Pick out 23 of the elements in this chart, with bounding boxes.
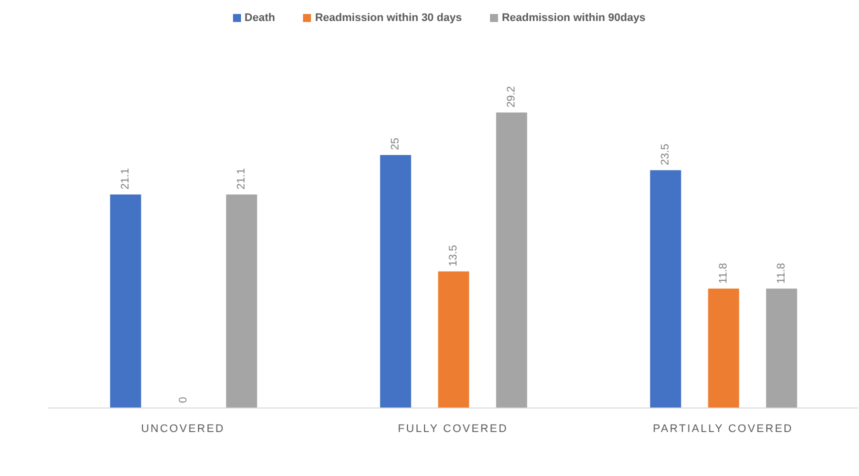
x-tick-label: FULLY COVERED xyxy=(398,422,508,435)
data-label: 11.8 xyxy=(718,262,730,284)
data-label: 21.1 xyxy=(236,168,248,190)
legend-label: Death xyxy=(244,12,276,24)
bar xyxy=(110,194,142,408)
data-label: 29.2 xyxy=(506,86,518,108)
bar xyxy=(226,194,258,408)
bar xyxy=(438,271,470,408)
bar xyxy=(380,155,412,408)
bar xyxy=(708,288,740,408)
bar xyxy=(650,170,682,408)
data-label: 23.5 xyxy=(660,144,672,166)
x-tick-label: UNCOVERED xyxy=(141,422,225,435)
x-tick-label: PARTIALLY COVERED xyxy=(652,422,794,435)
bar xyxy=(496,112,528,408)
data-label: 21.1 xyxy=(120,168,132,190)
data-label: 25 xyxy=(390,138,402,150)
data-label: 13.5 xyxy=(448,244,460,266)
data-label: 11.8 xyxy=(776,262,788,284)
data-label: 0 xyxy=(178,396,190,403)
legend-label: Readmission within 90days xyxy=(502,12,646,24)
bar xyxy=(766,288,798,408)
legend-label: Readmission within 30 days xyxy=(315,12,462,24)
